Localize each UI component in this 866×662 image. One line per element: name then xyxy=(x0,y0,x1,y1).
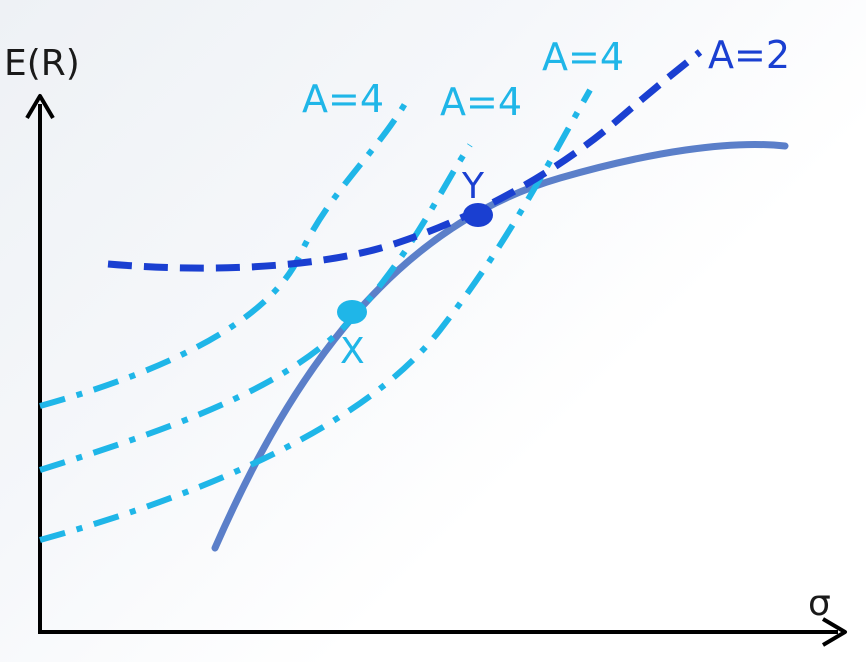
portfolio-points: X Y xyxy=(337,166,493,372)
point-x-label: X xyxy=(340,331,365,372)
y-axis-arrowhead xyxy=(25,94,55,120)
indifference-curve-a4-middle xyxy=(39,143,473,473)
point-x-marker xyxy=(337,300,367,324)
indifference-curves-a4 xyxy=(39,88,593,543)
efficient-frontier-curve xyxy=(211,140,789,552)
x-axis-label: σ xyxy=(808,583,831,624)
indifference-curve-a2 xyxy=(107,49,703,272)
axes: E(R) σ xyxy=(4,43,847,647)
curve-labels: A=4 A=4 A=4 A=2 xyxy=(302,33,790,124)
point-y-marker xyxy=(463,203,493,227)
label-a4-left: A=4 xyxy=(302,77,384,121)
x-axis-arrowhead xyxy=(821,617,847,647)
indifference-curve-a4-right xyxy=(39,88,593,543)
label-a2: A=2 xyxy=(708,33,790,77)
label-a4-middle: A=4 xyxy=(440,80,522,124)
point-y-label: Y xyxy=(461,166,485,207)
label-a4-right: A=4 xyxy=(542,35,624,79)
y-axis-label: E(R) xyxy=(4,43,80,84)
